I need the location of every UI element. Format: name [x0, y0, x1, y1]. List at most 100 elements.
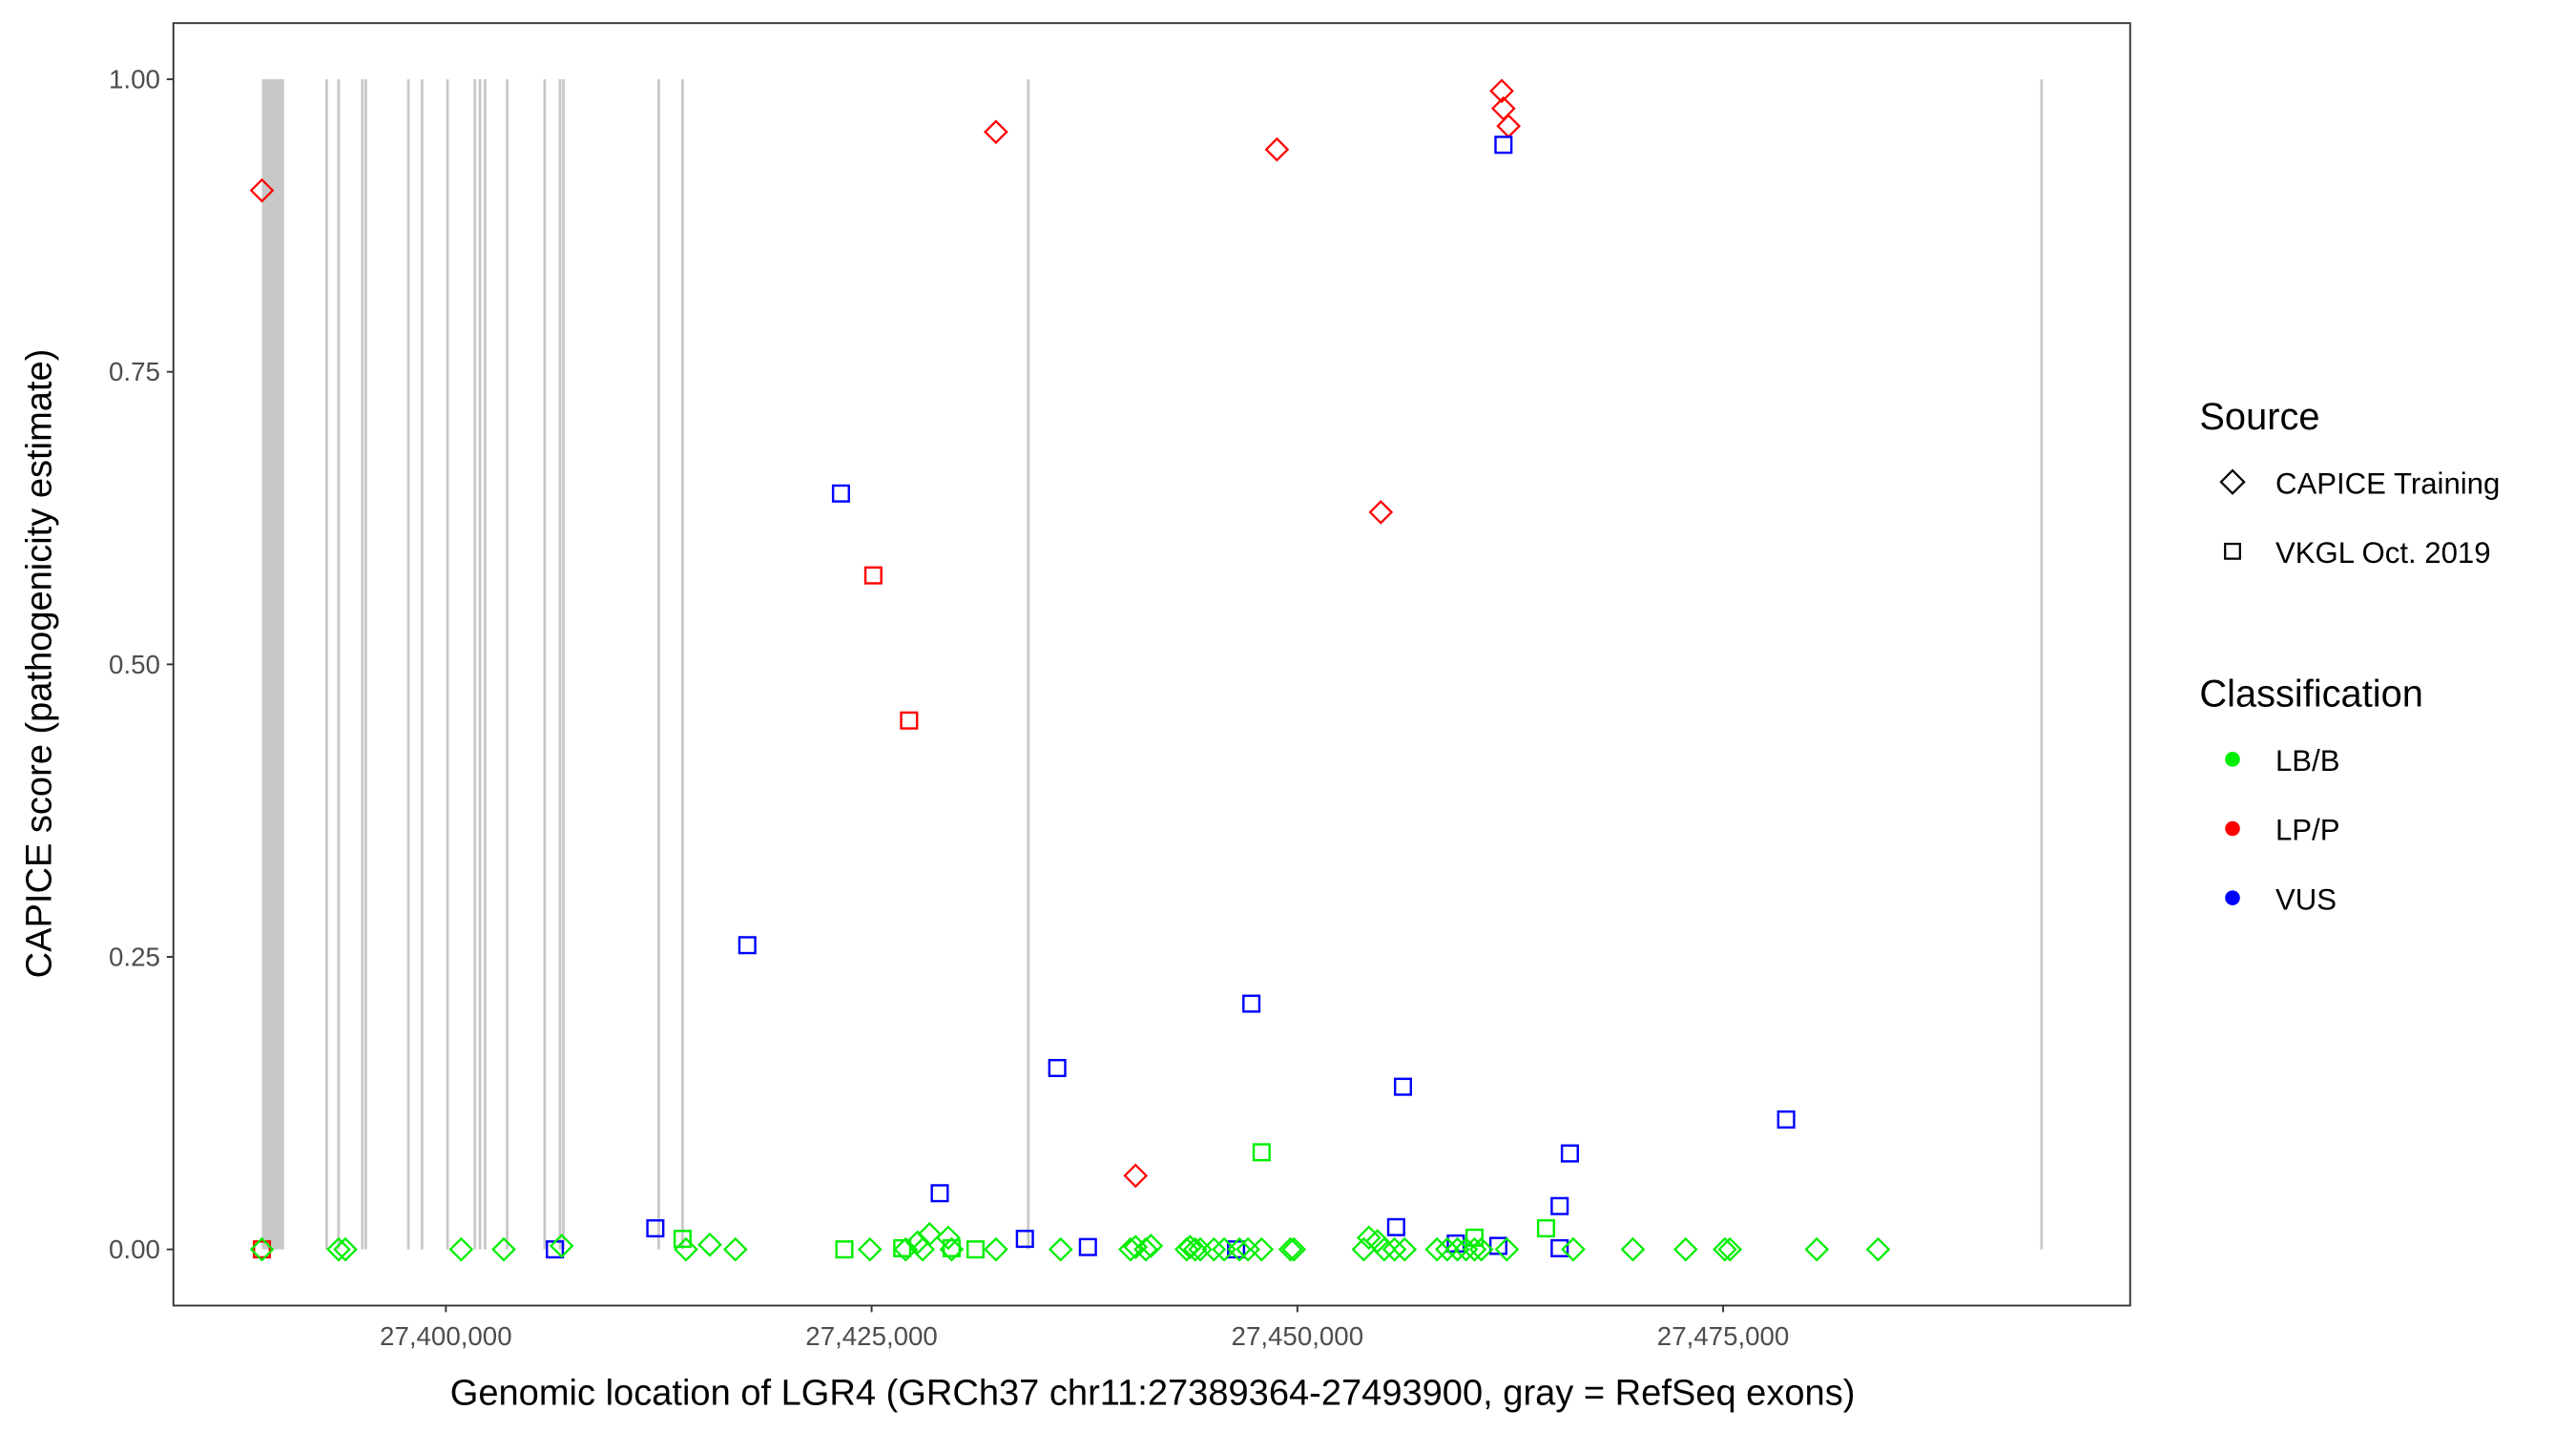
point-diamond: [1489, 78, 1514, 104]
exon-band: [261, 79, 284, 1250]
point-square: [831, 484, 850, 503]
point-square: [1242, 994, 1261, 1013]
point-diamond: [984, 1236, 1008, 1262]
point-diamond: [1462, 1236, 1487, 1262]
point-square: [1494, 135, 1513, 155]
point-square: [737, 936, 757, 955]
x-tick-label: 27,400,000: [380, 1321, 512, 1351]
point-diamond: [1201, 1236, 1227, 1262]
point-diamond: [1249, 1236, 1275, 1262]
point-square: [835, 1240, 854, 1259]
legend-dot-vus: [2225, 890, 2240, 905]
point-diamond: [1227, 1236, 1252, 1262]
point-diamond: [1444, 1236, 1470, 1262]
point-square: [1393, 1077, 1413, 1096]
x-tick-label: 27,425,000: [805, 1321, 938, 1351]
point-square: [1252, 1143, 1271, 1162]
point-square: [1048, 1059, 1067, 1078]
x-axis: 27,400,000 27,425,000 27,450,000 27,475,000: [380, 1305, 1790, 1351]
point-diamond: [1435, 1236, 1460, 1262]
point-square: [966, 1240, 985, 1259]
point-square: [1550, 1196, 1569, 1215]
point-square: [930, 1184, 949, 1203]
exon-layer: [261, 79, 2044, 1250]
y-tick-label: 0.25: [109, 943, 160, 972]
plot-panel-border: [172, 22, 2131, 1307]
point-square: [1015, 1230, 1034, 1249]
point-diamond: [1372, 1236, 1397, 1262]
x-axis-title: Genomic location of LGR4 (GRCh37 chr11:2…: [450, 1373, 1856, 1413]
point-diamond: [1713, 1236, 1737, 1262]
y-axis: 0.00 0.25 0.50 0.75 1.00: [109, 65, 174, 1264]
point-diamond: [1182, 1236, 1208, 1262]
point-diamond: [1281, 1236, 1307, 1262]
x-tick-label: 27,450,000: [1232, 1321, 1364, 1351]
point-diamond: [1717, 1236, 1743, 1262]
point-diamond: [448, 1236, 474, 1262]
point-diamond: [333, 1236, 358, 1262]
point-diamond: [1264, 136, 1290, 162]
point-diamond: [1278, 1236, 1303, 1262]
point-square: [673, 1230, 692, 1249]
point-diamond: [1138, 1234, 1164, 1258]
point-diamond: [549, 1234, 574, 1258]
point-diamond: [939, 1236, 965, 1262]
point-diamond: [857, 1236, 883, 1262]
point-diamond: [1368, 500, 1394, 525]
legend-source-label: CAPICE Training: [2275, 467, 2500, 500]
point-square: [1536, 1219, 1555, 1238]
point-diamond: [1468, 1236, 1494, 1262]
point-diamond: [326, 1236, 351, 1262]
point-diamond: [1804, 1236, 1830, 1262]
point-diamond: [1381, 1236, 1407, 1262]
point-diamond: [1865, 1236, 1891, 1262]
point-square: [253, 1240, 272, 1259]
legend-dot-lpp: [2225, 820, 2240, 837]
point-diamond: [1496, 114, 1522, 138]
point-diamond: [936, 1225, 961, 1251]
y-tick-label: 0.50: [109, 650, 160, 679]
y-axis-title: CAPICE score (pathogenicity estimate): [20, 349, 60, 979]
point-square: [942, 1238, 961, 1257]
point-square: [1078, 1237, 1097, 1256]
y-tick-label: 0.75: [109, 357, 160, 386]
legend-class-label: VUS: [2275, 882, 2337, 916]
point-diamond: [249, 177, 275, 203]
point-diamond: [674, 1236, 698, 1262]
point-diamond: [917, 1221, 943, 1247]
point-diamond: [1672, 1236, 1698, 1262]
point-diamond: [1123, 1163, 1149, 1189]
point-diamond: [249, 1236, 275, 1262]
point-diamond: [1048, 1236, 1073, 1262]
point-square: [1386, 1217, 1405, 1236]
legend-diamond-icon: [2219, 468, 2246, 495]
legend-square-icon: [2224, 542, 2241, 560]
point-diamond: [1133, 1236, 1158, 1262]
legend: Source CAPICE Training VKGL Oct. 2019 Cl…: [2199, 396, 2500, 916]
legend-class-label: LP/P: [2275, 814, 2339, 847]
point-diamond: [1561, 1236, 1586, 1262]
point-diamond: [1177, 1234, 1203, 1260]
point-diamond: [1620, 1236, 1646, 1262]
legend-source-label: VKGL Oct. 2019: [2275, 536, 2491, 570]
legend-class-title: Classification: [2199, 673, 2422, 715]
x-tick-label: 27,475,000: [1657, 1321, 1790, 1351]
y-tick-label: 1.00: [109, 65, 160, 94]
point-diamond: [1424, 1236, 1450, 1262]
points-layer: [249, 78, 1891, 1262]
point-diamond: [697, 1232, 722, 1257]
point-diamond: [893, 1236, 919, 1262]
point-diamond: [722, 1236, 748, 1262]
y-tick-label: 0.00: [109, 1234, 160, 1264]
point-square: [1776, 1110, 1796, 1130]
legend-class-label: LB/B: [2275, 744, 2339, 778]
legend-source-title: Source: [2199, 396, 2319, 438]
point-square: [646, 1219, 665, 1238]
legend-dot-lbb: [2225, 752, 2240, 767]
point-diamond: [1494, 1236, 1520, 1262]
point-diamond: [491, 1236, 516, 1262]
point-diamond: [1356, 1225, 1381, 1251]
point-square: [863, 566, 883, 585]
point-square: [1560, 1144, 1579, 1163]
